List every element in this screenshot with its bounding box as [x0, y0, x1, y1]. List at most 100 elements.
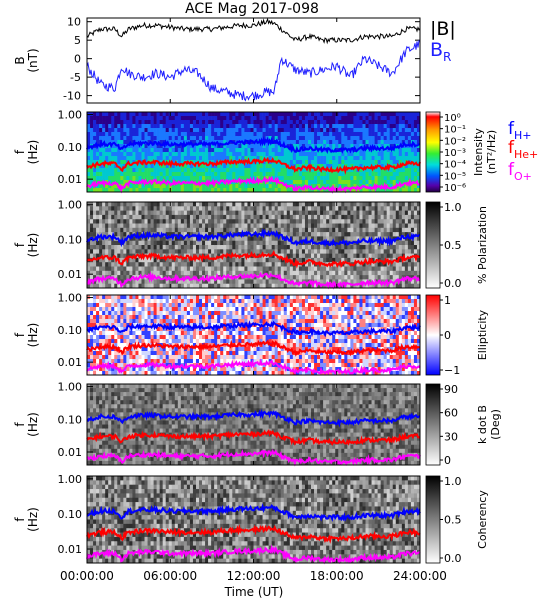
spectrogram-cell	[332, 132, 336, 137]
spectrogram-cell	[93, 249, 97, 254]
spectrogram-cell	[153, 262, 157, 267]
spectrogram-cell	[211, 152, 215, 157]
spectrogram-cell	[99, 319, 103, 324]
spectrogram-cell	[165, 112, 170, 117]
spectrogram-cell	[186, 257, 191, 263]
spectrogram-cell	[371, 156, 375, 161]
spectrogram-cell	[168, 240, 173, 246]
spectrogram-cell	[323, 219, 327, 224]
spectrogram-cell	[283, 152, 288, 157]
spectrogram-cell	[311, 112, 315, 117]
spectrogram-cell	[123, 188, 127, 193]
spectrogram-cell	[356, 249, 360, 254]
spectrogram-cell	[171, 202, 176, 207]
spectrogram-cell	[374, 232, 378, 237]
spectrogram-cell	[168, 253, 173, 259]
spectrogram-cell	[217, 184, 221, 189]
spectrogram-cell	[153, 172, 157, 177]
spectrogram-cell	[250, 156, 254, 161]
spectrogram-cell	[398, 262, 403, 267]
spectrogram-cell	[235, 168, 239, 173]
spectrogram-cell	[241, 283, 245, 289]
spectrogram-cell	[329, 136, 333, 141]
spectrogram-cell	[153, 283, 157, 289]
spectrogram-cell	[102, 323, 106, 328]
spectrogram-cell	[304, 270, 309, 276]
spectrogram-cell	[114, 343, 118, 348]
spectrogram-cell	[135, 295, 139, 300]
spectrogram-cell	[153, 303, 157, 308]
spectrogram-cell	[123, 331, 127, 336]
spectrogram-cell	[102, 124, 106, 129]
spectrogram-cell	[286, 136, 291, 141]
spectrogram-cell	[156, 214, 160, 220]
spectrogram-cell	[250, 164, 254, 169]
spectrogram-cell	[244, 270, 248, 276]
spectrogram-cell	[259, 206, 263, 211]
spectrogram-cell	[317, 210, 321, 216]
spectrogram-cell	[365, 172, 369, 177]
spectrogram-cell	[141, 219, 145, 224]
spectrogram-cell	[111, 140, 115, 145]
spectrogram-cell	[129, 176, 133, 181]
spectrogram-cell	[238, 275, 242, 280]
spectrogram-cell	[141, 156, 145, 161]
spectrogram-cell	[262, 240, 266, 246]
spectrogram-cell	[329, 112, 333, 117]
spectrogram-cell	[232, 240, 236, 246]
spectrogram-cell	[153, 214, 157, 220]
spectrogram-cell	[105, 188, 109, 193]
spectrogram-cell	[341, 219, 345, 224]
spectrogram-cell	[123, 140, 127, 145]
spectrogram-cell	[320, 202, 324, 207]
spectrogram-cell	[301, 210, 306, 216]
spectrogram-cell	[404, 140, 409, 145]
spectrogram-cell	[135, 214, 139, 220]
spectrogram-cell	[171, 112, 176, 117]
spectrogram-cell	[371, 240, 375, 246]
spectrogram-cell	[335, 266, 339, 272]
spectrogram-cell	[256, 283, 260, 289]
spectrogram-cell	[341, 124, 345, 129]
spectrogram-cell	[141, 339, 145, 344]
spectrogram-cell	[138, 227, 142, 233]
spectrogram-cell	[102, 156, 106, 161]
spectrogram-cell	[320, 227, 324, 233]
spectrogram-cell	[353, 266, 357, 272]
spectrogram-cell	[99, 116, 103, 121]
spectrogram-cell	[189, 249, 194, 254]
spectrogram-cell	[202, 128, 206, 133]
spectrogram-cell	[317, 116, 321, 121]
spectrogram-cell	[186, 223, 191, 229]
spectrogram-cell	[323, 156, 327, 161]
spectrogram-cell	[96, 331, 100, 336]
spectrogram-cell	[356, 164, 360, 169]
spectrogram-cell	[195, 240, 200, 246]
spectrogram-cell	[338, 257, 342, 263]
spectrogram-cell	[90, 359, 94, 364]
spectrogram-cell	[232, 206, 236, 211]
spectrogram-cell	[232, 128, 236, 133]
spectrogram-cell	[189, 132, 194, 137]
spectrogram-cell	[96, 176, 100, 181]
spectrogram-cell	[217, 270, 221, 276]
spectrogram-cell	[253, 236, 257, 241]
spectrogram-cell	[250, 168, 254, 173]
spectrogram-cell	[223, 152, 227, 157]
spectrogram-cell	[307, 262, 312, 267]
spectrogram-cell	[120, 359, 124, 364]
spectrogram-cell	[259, 283, 263, 289]
spectrogram-cell	[150, 315, 154, 320]
spectrogram-cell	[413, 156, 418, 161]
spectrogram-cell	[102, 227, 106, 233]
spectrogram-cell	[271, 124, 275, 129]
spectrogram-cell	[307, 283, 312, 289]
spectrogram-cell	[407, 266, 412, 272]
spectrogram-cell	[93, 245, 97, 250]
spectrogram-cell	[344, 266, 348, 272]
spectrogram-cell	[341, 136, 345, 141]
spectrogram-cell	[162, 236, 167, 241]
spectrogram-cell	[186, 148, 191, 153]
spectrogram-cell	[247, 112, 251, 117]
spectrogram-cell	[344, 156, 348, 161]
